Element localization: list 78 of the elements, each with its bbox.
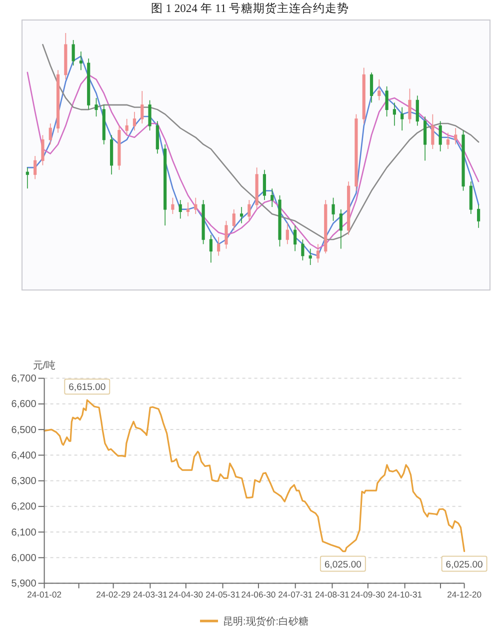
candlestick <box>262 169 266 200</box>
candlestick <box>362 67 366 124</box>
y-tick-label: 6,100 <box>11 527 37 538</box>
candlestick <box>301 239 304 261</box>
annotation: 6,615.00 <box>68 382 106 394</box>
candlestick <box>270 188 274 208</box>
line-series <box>44 399 466 552</box>
candlestick <box>148 100 152 131</box>
candlestick <box>332 197 335 222</box>
candlestick <box>370 72 374 103</box>
y-tick-label: 6,700 <box>11 374 37 384</box>
candlestick <box>278 195 282 247</box>
candlestick <box>240 206 244 224</box>
candlestick <box>209 234 212 264</box>
candlestick <box>79 51 83 71</box>
chart-title: 图 1 2024 年 11 号糖期货主连合约走势 <box>150 1 350 15</box>
x-tick-label: 24-02-29 <box>96 589 131 600</box>
candlestick <box>171 197 174 214</box>
candlestick <box>186 202 190 217</box>
candlestick <box>316 244 320 264</box>
candlestick <box>446 132 450 150</box>
candlestick <box>194 197 198 214</box>
candlestick <box>477 204 480 228</box>
x-tick-label: 24-10-31 <box>388 589 422 600</box>
x-tick-label: 24-04-30 <box>168 589 204 600</box>
candlestick <box>34 156 37 180</box>
y-tick-label: 6,600 <box>11 399 37 410</box>
candlestick <box>164 144 167 226</box>
candlestick <box>224 220 228 250</box>
candlestick <box>156 120 159 154</box>
candlestick <box>87 58 90 110</box>
candlestick <box>392 102 396 126</box>
candlestick <box>178 200 182 219</box>
y-tick-label: 5,900 <box>11 578 37 590</box>
candlestick <box>454 128 458 145</box>
x-tick-label: 24-06-30 <box>241 589 276 600</box>
candlestick <box>232 208 236 231</box>
y-tick-label: 6,300 <box>11 476 37 487</box>
x-tick-label: 24-08-31 <box>315 589 350 600</box>
candlestick <box>41 134 44 166</box>
candlestick <box>423 116 427 161</box>
candlestick <box>102 104 106 145</box>
candlestick <box>26 167 29 189</box>
candlestick <box>438 120 442 152</box>
candlestick <box>469 181 472 214</box>
x-tick-label: 24-01-02 <box>27 589 62 600</box>
candlestick <box>132 111 136 131</box>
y-tick-label: 6,400 <box>11 450 37 462</box>
candlestick <box>94 98 98 117</box>
candlestick <box>354 114 358 192</box>
y-tick-label: 6,200 <box>11 502 37 513</box>
annotation: 6,025.00 <box>324 559 362 570</box>
y-tick-label: 6,500 <box>11 424 37 436</box>
x-tick-label: 24-05-31 <box>206 589 240 600</box>
candlestick <box>378 79 381 101</box>
legend-label: 昆明:现货价:白砂糖 <box>223 616 309 628</box>
candlestick <box>48 123 52 145</box>
x-tick-label: 24-09-30 <box>350 589 386 600</box>
y-axis-title: 元/吨 <box>32 359 56 372</box>
y-tick-label: 6,000 <box>11 552 37 564</box>
candlestick <box>431 114 434 150</box>
candlestick <box>217 236 220 256</box>
x-tick-label: 24-12-20 <box>447 589 482 600</box>
candlestick <box>125 118 128 136</box>
candlestick <box>110 134 114 175</box>
x-tick-label: 24-03-31 <box>132 589 168 600</box>
candlestick <box>286 222 289 245</box>
candlestick <box>416 95 419 126</box>
candlestick <box>408 88 412 124</box>
candlestick <box>140 90 144 124</box>
candlestick <box>347 181 350 236</box>
candlestick <box>308 248 312 266</box>
candlestick <box>294 225 297 252</box>
annotation: 6,025.00 <box>446 559 483 570</box>
candlestick <box>400 106 404 131</box>
x-tick-label: 24-07-31 <box>278 589 313 600</box>
candlestick <box>462 130 465 192</box>
candlestick <box>339 208 342 250</box>
